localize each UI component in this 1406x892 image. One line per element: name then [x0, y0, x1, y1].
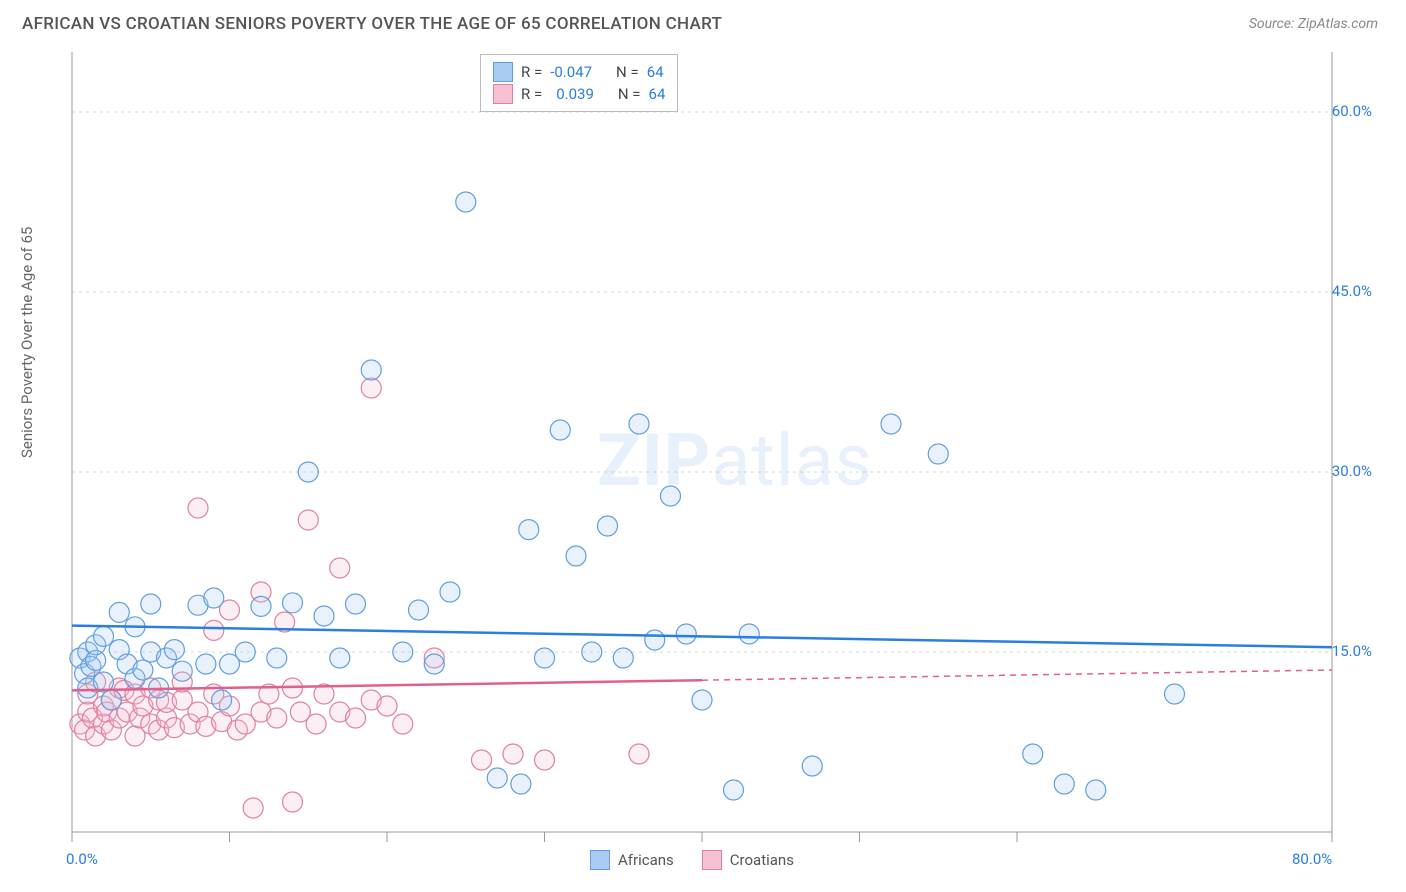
x-axis-max-label: 80.0%: [1292, 850, 1332, 868]
scatter-plot-svg: [22, 48, 1382, 878]
correlation-legend: R = -0.047 N = 64 R = 0.039 N = 64: [480, 54, 678, 112]
chart-container: Seniors Poverty Over the Age of 65 ZIPat…: [22, 48, 1382, 876]
x-axis-min-label: 0.0%: [66, 850, 98, 868]
y-tick-label: 30.0%: [1332, 462, 1372, 480]
legend-item-africans: Africans: [590, 850, 674, 870]
source-attribution: Source: ZipAtlas.com: [1249, 16, 1378, 32]
legend-item-croatians: Croatians: [702, 850, 794, 870]
swatch-croatians: [702, 850, 722, 870]
y-axis-label: Seniors Poverty Over the Age of 65: [18, 227, 36, 458]
y-tick-label: 45.0%: [1332, 282, 1372, 300]
swatch-africans: [493, 62, 513, 82]
y-tick-label: 15.0%: [1332, 642, 1372, 660]
y-tick-label: 60.0%: [1332, 102, 1372, 120]
legend-row-africans: R = -0.047 N = 64: [493, 61, 665, 83]
series-legend: Africans Croatians: [590, 850, 794, 870]
swatch-africans: [590, 850, 610, 870]
legend-row-croatians: R = 0.039 N = 64: [493, 83, 665, 105]
chart-header: AFRICAN VS CROATIAN SENIORS POVERTY OVER…: [0, 0, 1406, 42]
chart-title: AFRICAN VS CROATIAN SENIORS POVERTY OVER…: [22, 14, 722, 34]
swatch-croatians: [493, 84, 513, 104]
